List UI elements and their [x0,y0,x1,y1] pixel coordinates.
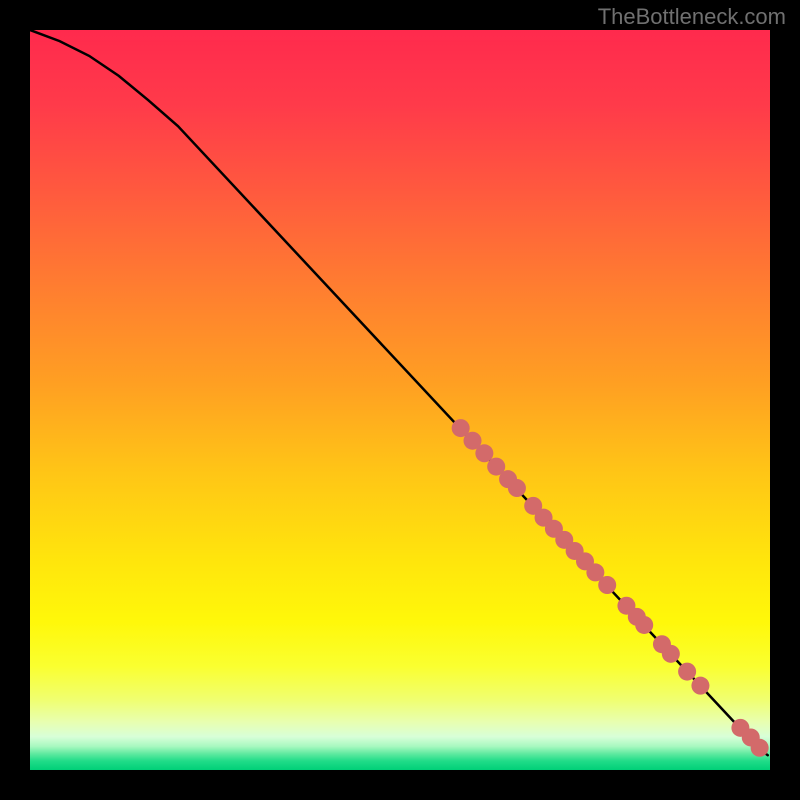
data-point [751,739,769,757]
bottleneck-chart [30,30,770,770]
data-point [635,616,653,634]
data-point [508,479,526,497]
data-point [678,663,696,681]
data-point [598,576,616,594]
watermark-text: TheBottleneck.com [598,4,786,30]
stage: TheBottleneck.com [0,0,800,800]
data-point [691,677,709,695]
data-point [662,645,680,663]
